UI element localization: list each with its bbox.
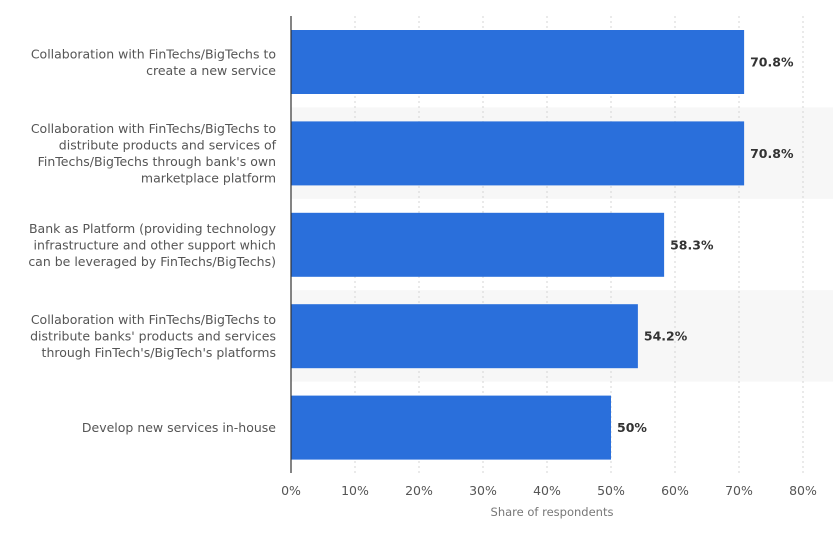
bars <box>291 30 745 460</box>
value-label: 50% <box>617 420 647 435</box>
category-label-line: create a new service <box>146 63 276 78</box>
category-label-line: Collaboration with FinTechs/BigTechs to <box>31 121 276 136</box>
category-label-line: marketplace platform <box>141 171 276 186</box>
x-tick-label: 40% <box>533 483 561 498</box>
category-label-line: can be leveraged by FinTechs/BigTechs) <box>28 254 276 269</box>
bar <box>291 395 611 460</box>
bar <box>291 304 638 369</box>
value-label: 54.2% <box>644 329 688 344</box>
category-label-line: Collaboration with FinTechs/BigTechs to <box>31 46 276 61</box>
category-label: Develop new services in-house <box>82 420 276 435</box>
bar <box>291 121 745 186</box>
category-label-line: infrastructure and other support which <box>34 237 276 252</box>
value-label: 58.3% <box>670 237 714 252</box>
category-label: Bank as Platform (providing technology in… <box>28 221 276 269</box>
x-axis-title: Share of respondents <box>491 505 614 519</box>
x-tick-label: 60% <box>661 483 689 498</box>
x-tick-label: 0% <box>281 483 301 498</box>
x-tick-label: 50% <box>597 483 625 498</box>
x-tick-label: 10% <box>341 483 369 498</box>
x-tick-label: 20% <box>405 483 433 498</box>
category-label: Collaboration with FinTechs/BigTechs to d… <box>30 312 276 360</box>
x-tick-label: 80% <box>789 483 817 498</box>
category-label: Collaboration with FinTechs/BigTechs to c… <box>31 46 276 78</box>
bar <box>291 212 665 277</box>
category-label-line: Bank as Platform (providing technology <box>29 221 277 236</box>
category-label-line: distribute banks' products and services <box>30 329 276 344</box>
category-label-line: distribute products and services of <box>59 138 277 153</box>
bar <box>291 30 745 94</box>
value-label: 70.8% <box>750 146 794 161</box>
category-label-line: FinTechs/BigTechs through bank's own <box>38 154 276 169</box>
category-label: Collaboration with FinTechs/BigTechs to d… <box>31 121 277 186</box>
value-label: 70.8% <box>750 55 794 70</box>
x-tick-label: 30% <box>469 483 497 498</box>
value-labels: 70.8% 70.8% 58.3% 54.2% 50% <box>617 55 794 436</box>
category-label-line: Collaboration with FinTechs/BigTechs to <box>31 312 276 327</box>
category-label-line: Develop new services in-house <box>82 420 276 435</box>
category-labels: Collaboration with FinTechs/BigTechs to c… <box>28 46 276 435</box>
x-tick-label: 70% <box>725 483 753 498</box>
x-axis-ticks: 0% 10% 20% 30% 40% 50% 60% 70% 80% <box>281 483 817 498</box>
category-label-line: through FinTech's/BigTech's platforms <box>42 345 276 360</box>
